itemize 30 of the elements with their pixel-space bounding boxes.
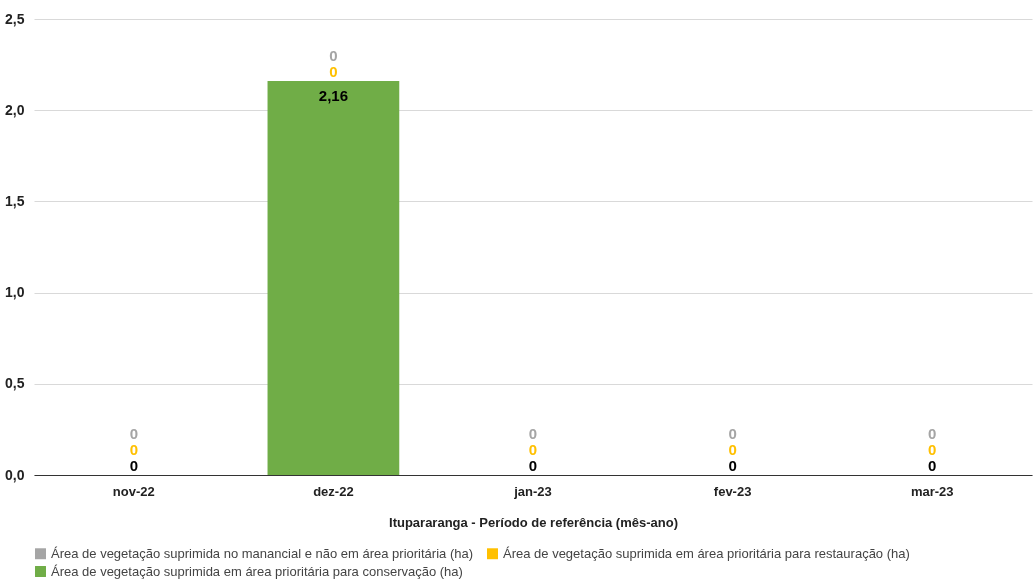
x-tick-label: mar-23 bbox=[910, 483, 954, 499]
data-label: 0 bbox=[528, 425, 538, 442]
data-label: 0 bbox=[928, 457, 937, 474]
data-label: 0 bbox=[928, 441, 937, 458]
y-tick-label: 0,5 bbox=[5, 375, 25, 392]
data-label: 0 bbox=[129, 425, 138, 442]
x-axis-title: Itupararanga - Período de referência (mês-ano) bbox=[389, 514, 678, 530]
x-tick-label: nov-22 bbox=[112, 483, 155, 499]
data-label: 0 bbox=[329, 47, 338, 65]
data-label: 0 bbox=[129, 441, 138, 458]
y-tick-label: 1,0 bbox=[5, 284, 25, 301]
x-tick-label: dez-22 bbox=[313, 483, 354, 499]
data-label: 2,16 bbox=[318, 87, 348, 105]
y-tick-label: 0,0 bbox=[5, 466, 25, 483]
x-tick-label: jan-23 bbox=[513, 483, 552, 499]
data-label: 0 bbox=[329, 63, 338, 81]
y-tick-label: 1,5 bbox=[5, 192, 25, 209]
legend-label: Área de vegetação suprimida no manancial e não em área prioritária (ha) bbox=[51, 545, 474, 561]
data-label: 0 bbox=[129, 457, 138, 474]
data-label: 0 bbox=[728, 425, 737, 442]
y-tick-label: 2,0 bbox=[5, 101, 25, 118]
data-label: 0 bbox=[728, 441, 737, 458]
data-label: 0 bbox=[928, 425, 937, 442]
x-tick-label: fev-23 bbox=[713, 483, 752, 499]
y-tick-label: 2,5 bbox=[5, 10, 25, 27]
data-label: 0 bbox=[528, 457, 538, 474]
data-label: 0 bbox=[528, 441, 538, 458]
data-label: 0 bbox=[728, 457, 737, 474]
legend-label: Área de vegetação suprimida em área prioritária para conservação (ha) bbox=[51, 563, 463, 579]
legend-label: Área de vegetação suprimida em área prioritária para restauração (ha) bbox=[503, 545, 910, 561]
